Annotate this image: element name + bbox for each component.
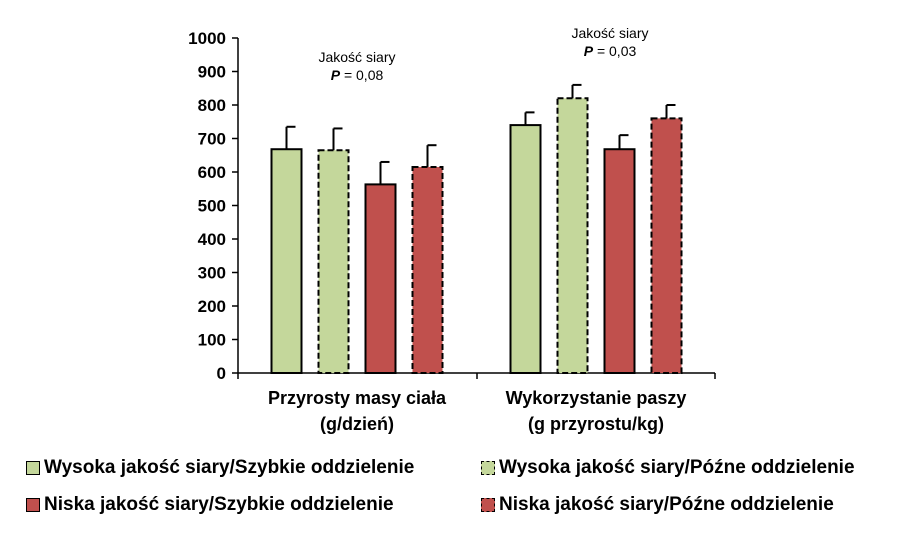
y-tick-label: 700 xyxy=(198,130,226,149)
legend-swatch-high-late xyxy=(481,461,495,475)
bar-low-late-1 xyxy=(411,165,444,374)
bar-low-late-2 xyxy=(650,117,683,375)
y-tick-label: 900 xyxy=(198,63,226,82)
bar-chart: 0 100 200 300 400 500 600 700 800 900 1000 Przyrost… xyxy=(188,25,716,434)
category-label-2-line2: (g przyrostu/kg) xyxy=(528,414,664,434)
annotation-2-title: Jakość siary xyxy=(571,25,648,41)
legend-label-low-early: Niska jakość siary/Szybkie oddzielenie xyxy=(44,494,394,515)
legend-label-high-late: Wysoka jakość siary/Późne oddzielenie xyxy=(499,457,855,478)
y-tick-label: 500 xyxy=(198,197,226,216)
y-tick-label: 600 xyxy=(198,163,226,182)
bar-low-early-1 xyxy=(364,183,397,374)
category-label-1-line2: (g/dzień) xyxy=(320,414,394,434)
bar-high-late-1 xyxy=(317,149,350,374)
legend-swatch-low-early xyxy=(26,498,40,512)
bar-high-early-1 xyxy=(270,148,303,374)
annotation-p-value: = 0,08 xyxy=(340,67,383,83)
bar-high-early-2 xyxy=(509,124,542,374)
bar-low-early-2 xyxy=(603,148,636,374)
chart-legend: Wysoka jakość siary/Szybkie oddzielenie … xyxy=(26,457,906,516)
annotation-1-title: Jakość siary xyxy=(318,49,395,65)
legend-item-high-late: Wysoka jakość siary/Późne oddzielenie xyxy=(481,457,901,479)
annotation-p-symbol: P xyxy=(584,43,594,59)
category-label-1-line1: Przyrosty masy ciała xyxy=(268,388,447,408)
y-tick-label: 1000 xyxy=(188,29,226,48)
bar-high-late-2 xyxy=(556,97,589,375)
category-label-2-line1: Wykorzystanie paszy xyxy=(506,388,687,408)
y-tick-label: 0 xyxy=(217,364,226,383)
annotation-p-symbol: P xyxy=(331,67,341,83)
legend-item-low-early: Niska jakość siary/Szybkie oddzielenie xyxy=(26,494,481,516)
annotation-1-pvalue: P = 0,08 xyxy=(331,67,384,83)
y-tick-label: 400 xyxy=(198,230,226,249)
annotation-p-value: = 0,03 xyxy=(593,43,636,59)
y-tick-label: 800 xyxy=(198,96,226,115)
legend-item-low-late: Niska jakość siary/Późne oddzielenie xyxy=(481,494,901,516)
legend-label-high-early: Wysoka jakość siary/Szybkie oddzielenie xyxy=(44,457,415,478)
annotation-2-pvalue: P = 0,03 xyxy=(584,43,637,59)
legend-item-high-early: Wysoka jakość siary/Szybkie oddzielenie xyxy=(26,457,481,479)
legend-label-low-late: Niska jakość siary/Późne oddzielenie xyxy=(499,494,834,515)
y-tick-label: 200 xyxy=(198,297,226,316)
legend-swatch-low-late xyxy=(481,498,495,512)
y-tick-label: 300 xyxy=(198,264,226,283)
y-tick-label: 100 xyxy=(198,331,226,350)
legend-swatch-high-early xyxy=(26,461,40,475)
